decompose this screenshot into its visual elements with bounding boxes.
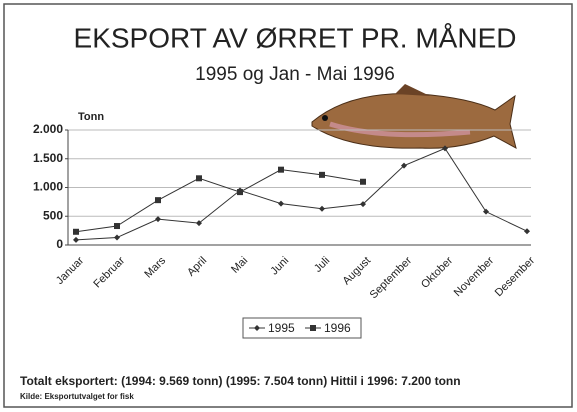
chart-title: EKSPORT AV ØRRET PR. MÅNED — [74, 22, 517, 53]
legend: 1995 1996 — [243, 318, 361, 338]
y-tick-label: 0 — [56, 237, 63, 251]
source-note: Kilde: Eksportutvalget for fisk — [20, 392, 134, 401]
legend-label: 1996 — [324, 321, 351, 335]
point — [114, 223, 120, 229]
point — [319, 172, 325, 178]
point — [155, 197, 161, 203]
point — [237, 189, 243, 195]
point — [360, 179, 366, 185]
y-tick-label: 500 — [43, 208, 63, 222]
point — [196, 175, 202, 181]
y-tick-label: 1.500 — [33, 151, 63, 165]
y-tick-label: 1.000 — [33, 180, 63, 194]
y-axis-label: Tonn — [78, 111, 104, 123]
chart-subtitle: 1995 og Jan - Mai 1996 — [195, 64, 395, 85]
y-tick-label: 2.000 — [33, 122, 63, 136]
footer-note: Totalt eksportert: (1994: 9.569 tonn) (1… — [20, 374, 461, 388]
legend-label: 1995 — [268, 321, 295, 335]
chart: EKSPORT AV ØRRET PR. MÅNED 1995 og Jan -… — [0, 0, 577, 412]
point — [73, 229, 79, 235]
point — [310, 325, 316, 331]
point — [278, 167, 284, 173]
